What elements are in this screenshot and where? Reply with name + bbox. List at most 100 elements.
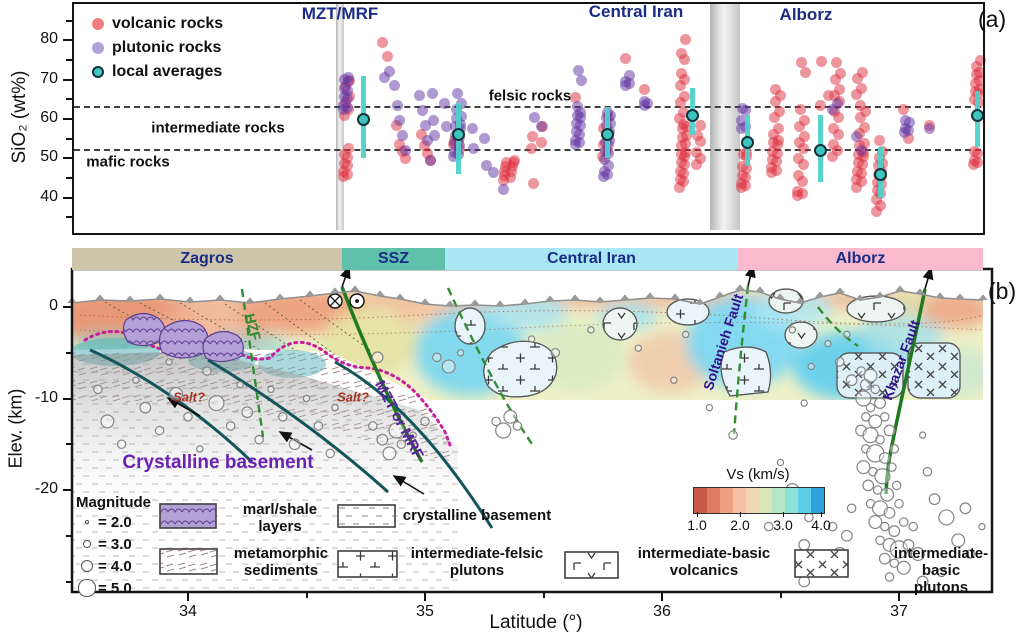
x-axis-label: Latitude (°) [489, 612, 583, 633]
earthquake-marker [241, 406, 254, 419]
y-tick-label: -10 [34, 388, 58, 406]
earthquake-marker [846, 503, 857, 514]
magnitude-entry: = 5.0 [76, 577, 176, 599]
y-minor-tick [66, 19, 72, 22]
earthquake-marker [884, 572, 895, 582]
legend-label-basic-plutons: intermediate-basic plutons [893, 545, 989, 596]
earthquake-marker [951, 533, 966, 548]
earthquake-marker [891, 480, 902, 491]
earthquake-marker [93, 384, 103, 395]
earthquake-marker [856, 460, 871, 475]
y-tick [63, 118, 72, 120]
earthquake-marker [902, 539, 915, 551]
basement-top-line [83, 330, 452, 447]
earthquake-marker [495, 422, 512, 439]
magnitude-entry: = 4.0 [76, 555, 176, 577]
earthquake-marker [512, 421, 523, 431]
earthquake-marker [183, 411, 193, 422]
legend-label-felsic-plutons: intermediate-felsic plutons [410, 545, 544, 579]
earthquake-marker [874, 468, 891, 485]
y-tick [63, 489, 72, 491]
earthquake-marker [139, 401, 152, 414]
earthquake-marker [878, 552, 891, 565]
earthquake-marker [863, 368, 878, 383]
earthquake-marker [898, 517, 909, 527]
earthquake-marker [302, 394, 311, 403]
earthquake-marker [928, 493, 941, 506]
earthquake-marker [798, 539, 811, 551]
class-label-mafic: mafic rocks [86, 153, 170, 171]
topography-line [67, 284, 988, 307]
legend-label: plutonic rocks [112, 39, 222, 56]
x-tick [187, 592, 189, 601]
earthquake-marker [376, 433, 389, 446]
x-tick [898, 592, 900, 601]
magnitude-entry-label: = 5.0 [98, 579, 132, 597]
colorbar-tick [820, 512, 822, 517]
y-tick-label: -20 [34, 480, 58, 497]
strip-segment-1: SSZ [342, 248, 445, 270]
earthquake-marker [883, 506, 896, 519]
y-minor-tick [66, 176, 72, 179]
earthquake-marker [236, 381, 244, 389]
magnitude-dot-2 [80, 559, 94, 573]
earthquake-marker [371, 351, 384, 364]
legend-label-marl-shale: marl/shale layers [242, 501, 318, 535]
legend-label-metamorphic-sediments: metamorphic sediments [233, 545, 329, 579]
magnitude-legend: Magnitude = 2.0 = 3.0 = 4.0 = 5.0 [76, 494, 176, 599]
earthquake-marker [879, 521, 890, 532]
earthquake-marker [202, 366, 212, 376]
earthquake-marker [798, 575, 811, 588]
earthquake-marker [919, 431, 927, 439]
sediment-contour [79, 310, 983, 325]
earthquake-marker [420, 416, 430, 427]
earthquake-marker [196, 445, 204, 453]
class-label-felsic: felsic rocks [488, 87, 572, 105]
y-tick-label: 70 [40, 69, 58, 87]
earthquake-marker [843, 330, 851, 339]
x-tick-label: 36 [653, 603, 671, 620]
earthquake-marker [882, 537, 897, 552]
earthquake-marker [165, 358, 173, 366]
earthquake-marker [763, 521, 774, 532]
y-minor-tick [66, 98, 72, 101]
colorbar-tick-label: 1.0 [687, 517, 707, 533]
x-tick-label: 34 [179, 603, 197, 620]
strip-segment-3: Alborz [738, 248, 983, 270]
earthquake-marker [868, 414, 883, 429]
earthquake-marker [868, 515, 883, 530]
colorbar-tick-label: 3.0 [773, 517, 793, 533]
earthquake-marker [225, 421, 236, 431]
earthquake-marker [855, 390, 872, 407]
earthquake-marker [670, 376, 678, 384]
x-tick-label: 37 [890, 603, 908, 620]
earthquake-marker [865, 402, 876, 413]
earthquake-marker [382, 446, 397, 461]
earthquake-marker [861, 444, 871, 454]
earthquake-marker [208, 394, 225, 412]
y-tick-label: 40 [40, 187, 58, 205]
earthquake-marker [503, 409, 518, 424]
earthquake-marker [288, 438, 301, 451]
earthquake-marker [776, 458, 785, 467]
earthquake-marker [965, 549, 975, 559]
earthquake-marker [313, 421, 324, 431]
magnitude-entry-label: = 3.0 [98, 535, 132, 553]
earthquake-marker [100, 414, 115, 429]
earthquake-marker [587, 326, 595, 334]
local-average-dot-icon [92, 66, 104, 78]
earthquake-marker [896, 560, 911, 575]
earthquake-marker [441, 359, 456, 374]
earthquake-marker [705, 403, 714, 412]
legend-label-basic-volcanics: intermediate-basic volcanics [637, 545, 771, 579]
earthquake-marker [862, 427, 879, 444]
panel-a-legend: volcanic rocks plutonic rocks local aver… [92, 12, 223, 84]
earthquake-marker [788, 326, 797, 334]
magnitude-dot-1 [82, 539, 92, 549]
magnitude-entry: = 2.0 [76, 511, 176, 533]
volcanic-dot-icon [92, 18, 104, 30]
earthquake-marker [267, 385, 275, 394]
region-label-mzt-mrf: MZT/MRF [301, 4, 379, 23]
earthquake-marker [325, 448, 335, 459]
